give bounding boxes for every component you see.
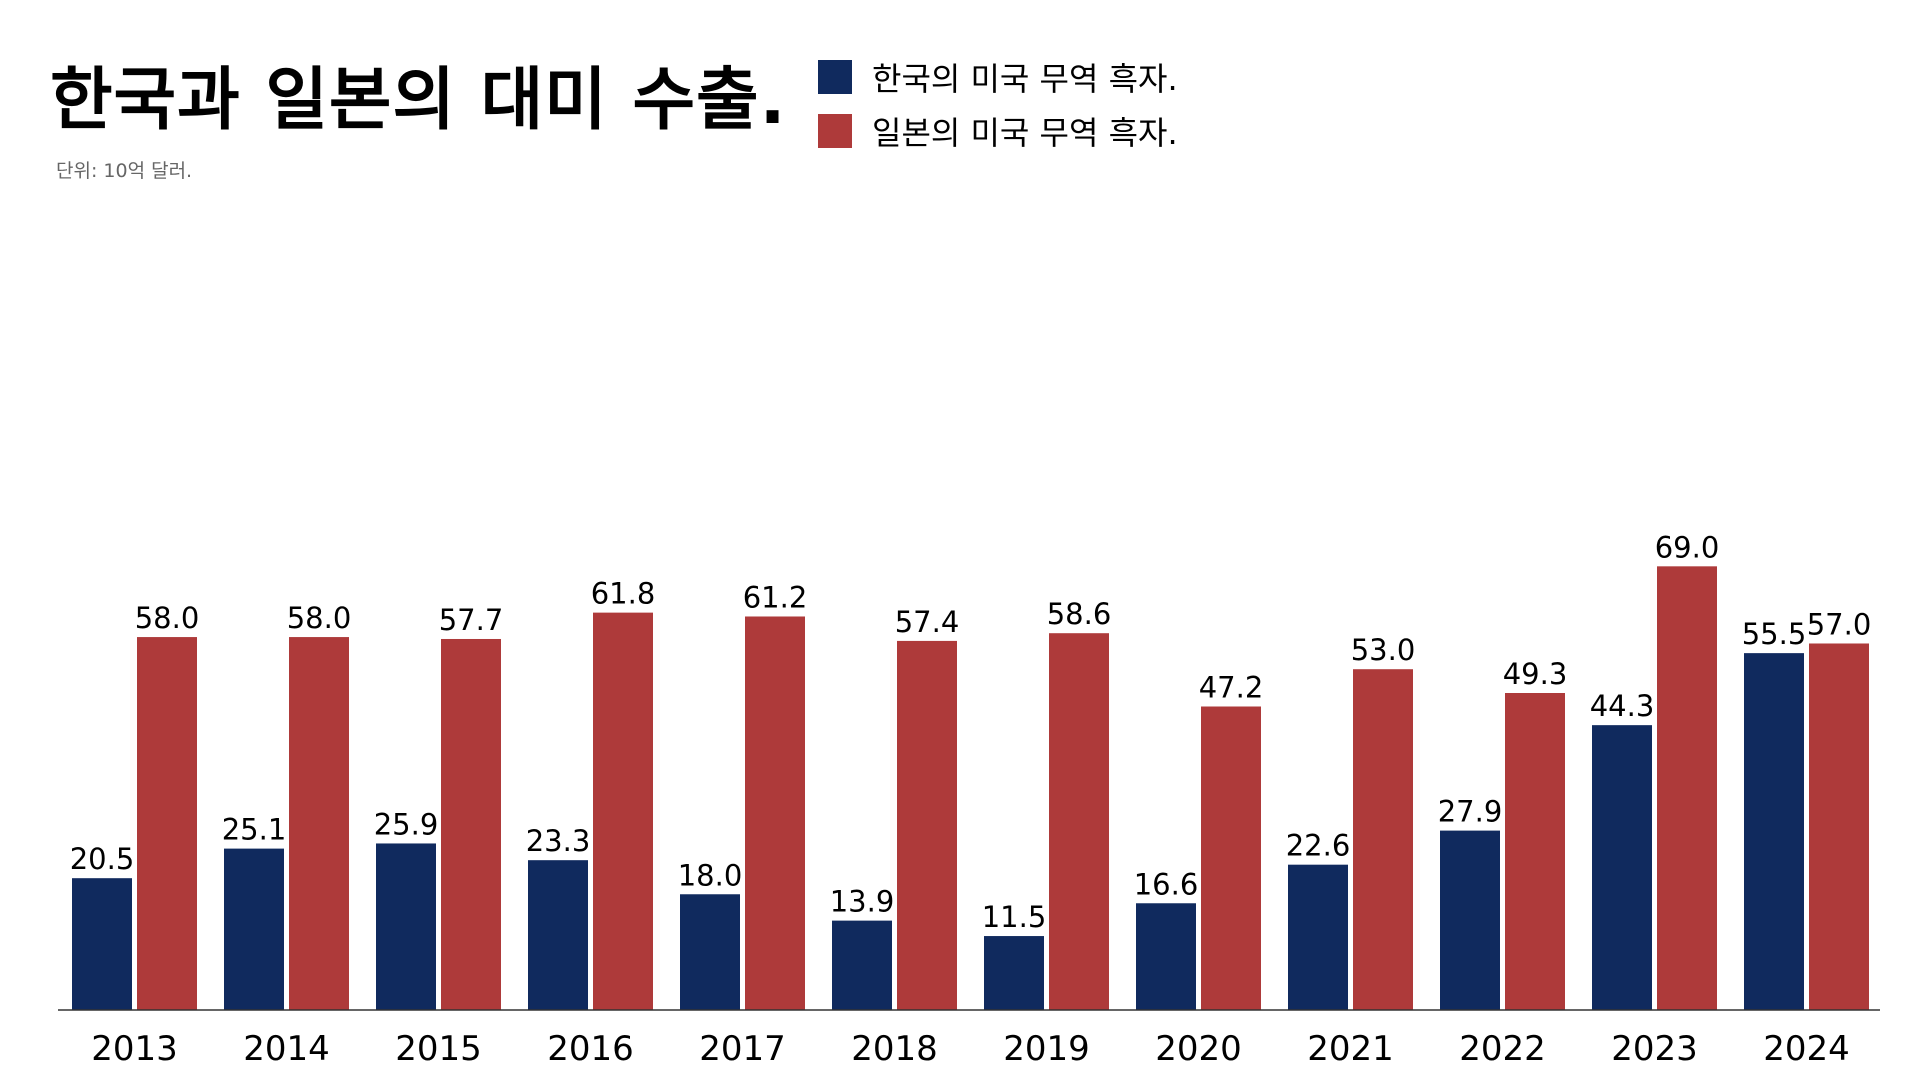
bar-japan-2018: [897, 640, 957, 1010]
bar-korea-2018: [832, 920, 892, 1010]
x-tick-label-2019: 2019: [1003, 1029, 1090, 1069]
bar-japan-2019: [1049, 633, 1109, 1010]
legend: 한국의 미국 무역 흑자. 일본의 미국 무역 흑자.: [818, 50, 1178, 158]
legend-label-korea: 한국의 미국 무역 흑자.: [872, 60, 1178, 98]
data-label-japan-2016: 61.8: [591, 577, 656, 611]
bar-japan-2014: [289, 637, 349, 1010]
bar-korea-2023: [1592, 725, 1652, 1010]
bar-korea-2020: [1136, 903, 1196, 1010]
data-label-korea-2013: 20.5: [70, 842, 135, 876]
data-label-japan-2022: 49.3: [1503, 657, 1568, 691]
data-label-korea-2016: 23.3: [526, 824, 591, 858]
x-tick-label-2023: 2023: [1611, 1029, 1698, 1069]
bar-korea-2024: [1744, 653, 1804, 1010]
data-label-korea-2018: 13.9: [830, 885, 895, 919]
x-tick-label-2024: 2024: [1763, 1029, 1850, 1069]
data-label-japan-2014: 58.0: [287, 601, 352, 635]
data-label-japan-2023: 69.0: [1655, 530, 1720, 564]
chart-subtitle: 단위: 10억 달러.: [56, 160, 193, 182]
data-label-japan-2020: 47.2: [1199, 671, 1264, 705]
bar-japan-2023: [1657, 566, 1717, 1010]
bar-korea-2022: [1440, 830, 1500, 1010]
bar-japan-2017: [745, 616, 805, 1010]
data-label-japan-2018: 57.4: [895, 605, 960, 639]
legend-swatch-japan: [818, 114, 852, 148]
bar-korea-2014: [224, 848, 284, 1010]
data-label-korea-2022: 27.9: [1438, 795, 1503, 829]
x-tick-label-2014: 2014: [243, 1029, 330, 1069]
x-tick-label-2021: 2021: [1307, 1029, 1394, 1069]
bar-japan-2024: [1809, 643, 1869, 1010]
data-label-korea-2015: 25.9: [374, 807, 439, 841]
chart-title: 한국과 일본의 대미 수출.: [50, 61, 787, 140]
data-label-korea-2017: 18.0: [678, 858, 743, 892]
data-label-korea-2021: 22.6: [1286, 829, 1351, 863]
x-tick-label-2016: 2016: [547, 1029, 634, 1069]
data-label-japan-2024: 57.0: [1807, 607, 1872, 641]
bar-korea-2015: [376, 843, 436, 1010]
bar-korea-2021: [1288, 864, 1348, 1010]
legend-item-korea: 한국의 미국 무역 흑자.: [818, 50, 1178, 104]
data-label-korea-2023: 44.3: [1590, 689, 1655, 723]
bar-japan-2015: [441, 638, 501, 1010]
x-tick-label-2022: 2022: [1459, 1029, 1546, 1069]
bar-korea-2019: [984, 936, 1044, 1010]
legend-label-japan: 일본의 미국 무역 흑자.: [872, 114, 1178, 152]
bar-japan-2021: [1353, 669, 1413, 1010]
x-tick-label-2017: 2017: [699, 1029, 786, 1069]
legend-swatch-korea: [818, 60, 852, 94]
data-label-korea-2014: 25.1: [222, 813, 287, 847]
data-label-japan-2017: 61.2: [743, 580, 808, 614]
bar-japan-2013: [137, 637, 197, 1010]
x-tick-label-2015: 2015: [395, 1029, 482, 1069]
data-label-korea-2020: 16.6: [1134, 867, 1199, 901]
bar-japan-2022: [1505, 693, 1565, 1010]
data-label-korea-2019: 11.5: [982, 900, 1047, 934]
x-tick-label-2013: 2013: [91, 1029, 178, 1069]
data-label-korea-2024: 55.5: [1742, 617, 1807, 651]
x-tick-label-2018: 2018: [851, 1029, 938, 1069]
data-label-japan-2013: 58.0: [135, 601, 200, 635]
bar-korea-2017: [680, 894, 740, 1010]
x-tick-label-2020: 2020: [1155, 1029, 1242, 1069]
bar-korea-2016: [528, 860, 588, 1010]
bar-japan-2016: [593, 612, 653, 1010]
data-label-japan-2021: 53.0: [1351, 633, 1416, 667]
bar-korea-2013: [72, 878, 132, 1010]
data-label-japan-2019: 58.6: [1047, 597, 1112, 631]
legend-item-japan: 일본의 미국 무역 흑자.: [818, 104, 1178, 158]
data-label-japan-2015: 57.7: [439, 603, 504, 637]
bar-japan-2020: [1201, 706, 1261, 1010]
